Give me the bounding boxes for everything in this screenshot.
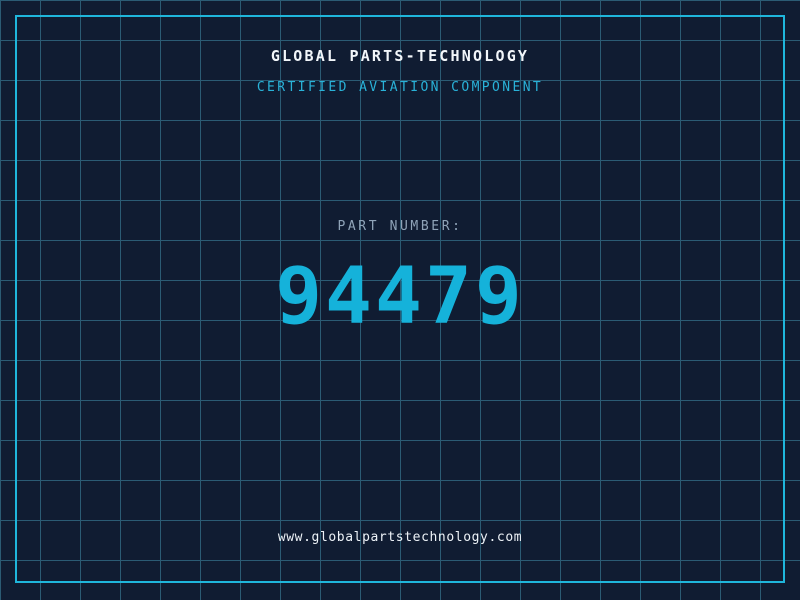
footer-website-url: www.globalpartstechnology.com	[277, 530, 523, 545]
certification-subtitle: CERTIFIED AVIATION COMPONENT	[256, 80, 544, 95]
company-title: GLOBAL PARTS-TECHNOLOGY	[270, 47, 530, 65]
part-number-value: 94479	[275, 252, 525, 342]
part-number-label: PART NUMBER:	[337, 219, 463, 234]
